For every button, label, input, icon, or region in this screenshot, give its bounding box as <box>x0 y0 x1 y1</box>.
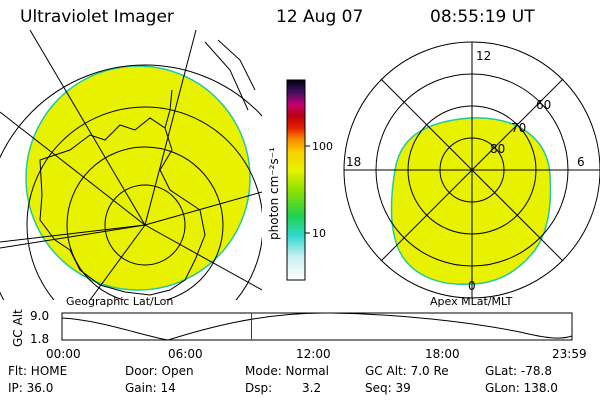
mode-status: Mode: Normal <box>245 364 329 378</box>
dsp-label: Dsp: <box>245 381 273 395</box>
coastline <box>204 41 249 111</box>
altitude-plot: Geographic Lat/Lon Apex MLat/MLT GC Alt … <box>11 295 587 361</box>
meridian-line <box>89 224 146 300</box>
altitude-plot-frame <box>61 312 573 341</box>
gain-value: Gain: 14 <box>125 381 176 395</box>
instrument-title: Ultraviolet Imager <box>20 7 174 27</box>
xtick-1200: 12:00 <box>296 347 331 361</box>
geographic-panel-label: Geographic Lat/Lon <box>66 295 173 308</box>
latitude-circle <box>26 106 262 300</box>
colorbar-unit-label: photon cm⁻²s⁻¹ <box>267 147 281 240</box>
magnetic-polar-plot: 12 18 6 0 60 70 80 <box>343 41 600 299</box>
mlt-label-18: 18 <box>346 155 361 169</box>
xtick-0000: 00:00 <box>46 347 81 361</box>
dsp-value: 3.2 <box>302 381 322 395</box>
auroral-oval <box>390 117 552 285</box>
altitude-axis-label: GC Alt <box>11 309 25 347</box>
meridian-line <box>0 111 146 226</box>
time-label: 08:55:19 UT <box>430 7 535 27</box>
xtick-2359: 23:59 <box>552 347 587 361</box>
lat-label-80: 80 <box>490 142 505 156</box>
altitude-curve <box>61 312 573 341</box>
magnetic-panel-label: Apex MLat/MLT <box>430 295 513 308</box>
latitude-circle <box>66 146 224 300</box>
lat-label-60: 60 <box>536 98 551 112</box>
meridian-line <box>0 224 146 249</box>
colorbar-tick-100: 100 <box>312 140 333 153</box>
xtick-0600: 06:00 <box>168 347 203 361</box>
mlt-label-6: 6 <box>577 155 585 169</box>
colorbar: 100 10 photon cm⁻²s⁻¹ <box>267 79 333 281</box>
meridian-line <box>29 30 146 226</box>
meridian-line <box>144 30 197 226</box>
flight-status: Flt: HOME <box>8 364 68 378</box>
meridian-line <box>144 224 262 291</box>
meridian-line <box>144 191 262 226</box>
mlt-diagonal <box>380 78 564 262</box>
meridian-line <box>0 224 146 243</box>
xtick-1800: 18:00 <box>425 347 460 361</box>
colorbar-scale <box>286 79 306 281</box>
door-status: Door: Open <box>125 364 194 378</box>
coastline <box>164 89 173 129</box>
ytick-1-8: 1.8 <box>30 332 49 346</box>
gc-altitude: GC Alt: 7.0 Re <box>365 364 449 378</box>
latitude-circle <box>0 64 262 300</box>
mlt-label-12: 12 <box>476 49 491 63</box>
coastline <box>217 39 256 91</box>
ip-value: IP: 36.0 <box>8 381 54 395</box>
mlt-label-0: 0 <box>468 279 476 293</box>
lat-label-70: 70 <box>511 121 526 135</box>
geographic-map <box>0 30 262 300</box>
date-label: 12 Aug 07 <box>276 7 364 27</box>
colorbar-tick-10: 10 <box>312 227 326 240</box>
ytick-9: 9.0 <box>30 309 49 323</box>
geo-longitude: GLon: 138.0 <box>485 381 558 395</box>
geo-latitude: GLat: -78.8 <box>485 364 552 378</box>
sequence-number: Seq: 39 <box>365 381 411 395</box>
aurora-emission-region <box>25 65 251 291</box>
antarctica-coastline <box>39 117 206 296</box>
latitude-circle <box>104 184 186 266</box>
